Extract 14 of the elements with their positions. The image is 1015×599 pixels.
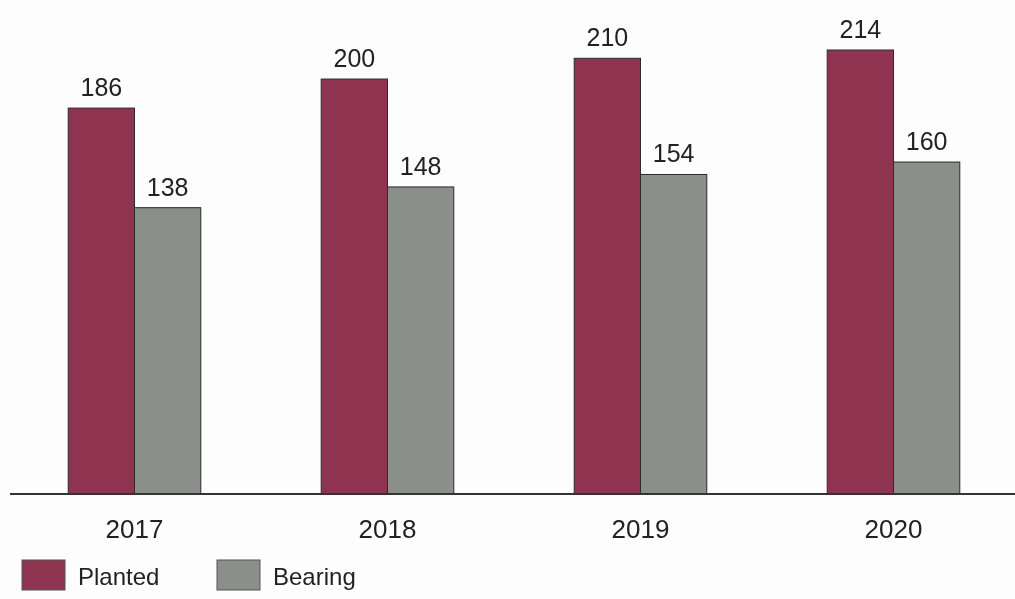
- legend-label: Bearing: [273, 563, 356, 590]
- x-tick-label: 2019: [611, 514, 670, 544]
- data-label: 186: [80, 73, 123, 102]
- data-label: 154: [652, 139, 695, 168]
- x-tick-label: 2020: [864, 514, 923, 544]
- data-label: 138: [146, 172, 189, 201]
- legend-label: Planted: [78, 563, 160, 590]
- data-label: 214: [839, 15, 882, 43]
- x-tick-label: 2018: [358, 514, 417, 544]
- data-label: 210: [586, 23, 629, 52]
- data-label: 148: [399, 151, 442, 180]
- data-label: 160: [905, 127, 948, 156]
- data-label: 200: [333, 44, 376, 73]
- x-tick-label: 2017: [105, 514, 164, 544]
